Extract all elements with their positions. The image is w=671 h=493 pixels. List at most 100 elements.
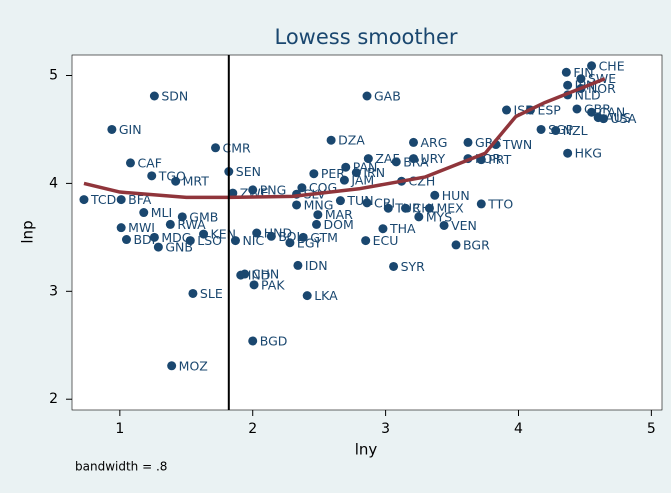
- point: [188, 288, 198, 298]
- point-label: PNG: [260, 182, 287, 197]
- point-label: ECU: [373, 233, 399, 248]
- point: [309, 169, 319, 179]
- point-label: HKG: [575, 146, 602, 161]
- y-tick-label: 5: [49, 68, 58, 84]
- point: [149, 232, 159, 242]
- point: [248, 185, 258, 195]
- lowess-line: [83, 77, 606, 200]
- point-label: ESP: [537, 103, 561, 118]
- point: [298, 232, 308, 242]
- point-label: MWI: [128, 220, 155, 235]
- point-label: SYR: [401, 259, 426, 274]
- point-label: BGD: [260, 333, 288, 348]
- y-axis-label: lnp: [19, 220, 37, 243]
- y-tick-label: 2: [49, 391, 58, 407]
- point-label: CAF: [137, 155, 161, 170]
- point-label: CHE: [599, 58, 625, 73]
- point-label: SLE: [200, 286, 223, 301]
- x-axis-label: lny: [355, 441, 378, 459]
- point: [401, 203, 411, 213]
- point-label: MEX: [436, 201, 464, 216]
- point: [409, 137, 419, 147]
- point: [297, 183, 307, 193]
- point-label: BDI: [133, 232, 155, 247]
- point-label: ARG: [421, 135, 448, 150]
- x-tick-label: 1: [115, 421, 124, 437]
- point-label: MRT: [183, 174, 210, 189]
- point: [587, 107, 597, 117]
- point: [439, 220, 449, 230]
- point: [228, 188, 238, 198]
- point: [248, 336, 258, 346]
- x-tick-label: 2: [248, 421, 257, 437]
- point-label: IND: [248, 268, 271, 283]
- point: [312, 219, 322, 229]
- point: [563, 80, 573, 90]
- point: [391, 157, 401, 167]
- point-label: GBR: [584, 101, 611, 116]
- point: [430, 190, 440, 200]
- point: [378, 224, 388, 234]
- point-label: GIN: [119, 122, 142, 137]
- point: [153, 242, 163, 252]
- point-label: NLD: [575, 87, 601, 102]
- x-tick-label: 4: [514, 421, 523, 437]
- point-label: GTM: [310, 230, 338, 245]
- point: [293, 260, 303, 270]
- point: [463, 137, 473, 147]
- point-label: PER: [321, 166, 345, 181]
- point-label: USA: [611, 111, 637, 126]
- point: [383, 203, 393, 213]
- point-label: MDG: [161, 230, 191, 245]
- point: [599, 114, 609, 124]
- point: [167, 361, 177, 371]
- point: [389, 261, 399, 271]
- point: [79, 195, 89, 205]
- point-label: TWN: [502, 137, 532, 152]
- y-tick-label: 4: [49, 175, 58, 191]
- point: [171, 176, 181, 186]
- point: [240, 269, 250, 279]
- point-label: CHN: [252, 267, 279, 282]
- y-tick-label: 3: [49, 283, 58, 299]
- point: [576, 74, 586, 84]
- point: [502, 105, 512, 115]
- point-label: URY: [421, 151, 446, 166]
- point-label: VEN: [451, 218, 477, 233]
- point-label: MNG: [304, 197, 334, 212]
- point: [116, 223, 126, 233]
- point: [561, 67, 571, 77]
- chart-title: Lowess smoother: [274, 25, 457, 49]
- point-label: AUS: [605, 110, 631, 125]
- point: [335, 196, 345, 206]
- point: [339, 175, 349, 185]
- point: [107, 124, 117, 134]
- point-label: HUN: [442, 188, 470, 203]
- point: [326, 135, 336, 145]
- point-label: IDN: [305, 258, 328, 273]
- point-label: TTO: [487, 196, 513, 211]
- point-label: IRN: [363, 165, 385, 180]
- point: [292, 200, 302, 210]
- point: [266, 231, 276, 241]
- point: [551, 126, 561, 136]
- point: [165, 219, 175, 229]
- point-label: CMR: [223, 140, 252, 155]
- point: [361, 236, 371, 246]
- point: [199, 229, 209, 239]
- point: [414, 212, 424, 222]
- point-label: NOR: [588, 81, 616, 96]
- point-label: MLI: [151, 205, 172, 220]
- point: [249, 280, 259, 290]
- point: [362, 198, 372, 208]
- x-tick-label: 3: [381, 421, 390, 437]
- point: [185, 236, 195, 246]
- point: [116, 195, 126, 205]
- point: [476, 199, 486, 209]
- point: [363, 154, 373, 164]
- point-label: GNB: [165, 240, 193, 255]
- point-label: SDN: [161, 89, 188, 104]
- point-label: SEN: [236, 164, 261, 179]
- point-label: MAR: [325, 207, 353, 222]
